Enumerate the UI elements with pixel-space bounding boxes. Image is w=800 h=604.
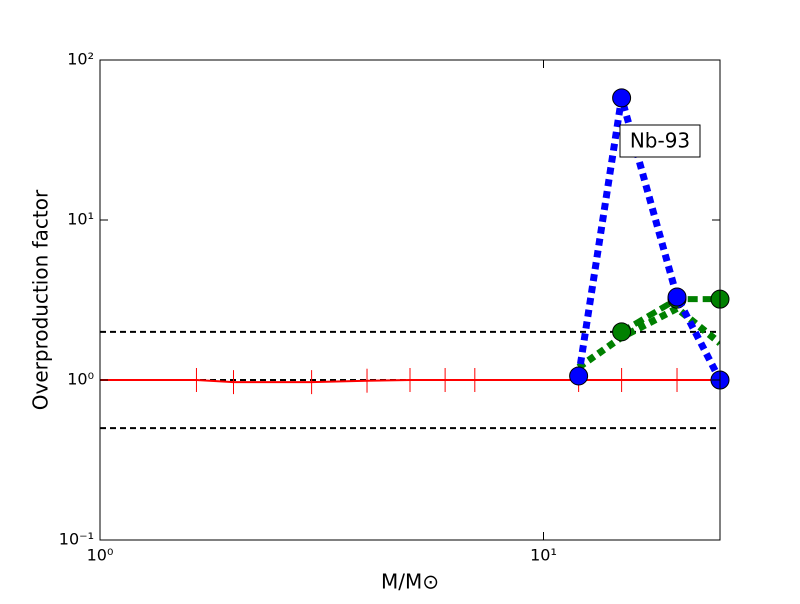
- annotation-box: [619, 124, 701, 158]
- series-line: [575, 96, 720, 382]
- x-tick-label: 10⁰: [87, 546, 114, 565]
- series-line: [100, 379, 720, 384]
- y-tick-label: 10¹: [67, 210, 94, 229]
- y-axis-label: Overproduction factor: [29, 189, 53, 410]
- annotation: Nb-93: [630, 129, 690, 153]
- x-axis-label: M/M⊙: [381, 570, 439, 594]
- series-line: [576, 304, 720, 371]
- marker: [569, 366, 589, 386]
- marker: [667, 287, 687, 307]
- y-tick-label: 10⁻¹: [59, 530, 94, 549]
- y-tick-label: 10²: [67, 50, 94, 69]
- y-tick-label: 10⁰: [67, 370, 94, 389]
- marker: [612, 322, 632, 342]
- plot-frame: [99, 59, 721, 541]
- marker: [612, 88, 632, 108]
- x-tick-label: 10¹: [530, 546, 557, 565]
